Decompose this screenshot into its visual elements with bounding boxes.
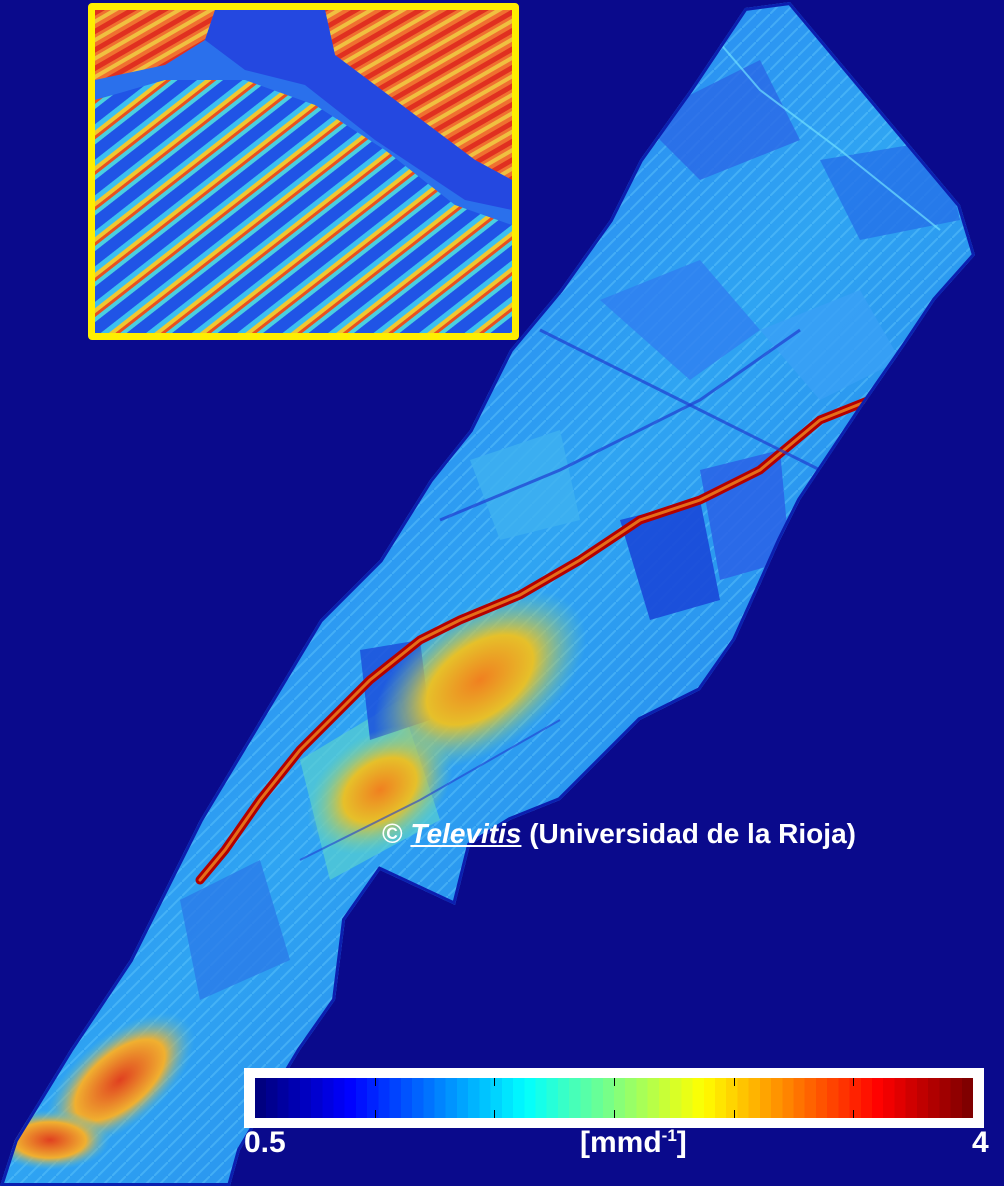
colorbar-unit-label: [mmd-1]: [580, 1126, 687, 1160]
zoom-inset-vineyard: [88, 3, 519, 340]
colorbar-unit-close: ]: [676, 1126, 687, 1159]
credit-institution: (Universidad de la Rioja): [529, 818, 856, 849]
credit-brand-link[interactable]: Televitis: [410, 818, 522, 849]
colorbar-unit-base: [mmd: [580, 1126, 662, 1159]
colorbar-tick: [853, 1078, 855, 1118]
colorbar-tick: [494, 1078, 496, 1118]
vineyard-rows-detail: [95, 10, 512, 333]
colorbar-max-label: 4: [972, 1126, 989, 1159]
colorbar-unit-exponent: -1: [661, 1126, 677, 1145]
colorbar: [244, 1068, 984, 1128]
colorbar-tick: [614, 1078, 615, 1118]
colorbar-tick: [374, 1078, 376, 1118]
colorbar-min-label: 0.5: [244, 1126, 286, 1159]
colorbar-tick: [733, 1078, 735, 1118]
copyright-symbol: ©: [382, 818, 403, 849]
copyright-credit: © Televitis (Universidad de la Rioja): [382, 818, 856, 850]
